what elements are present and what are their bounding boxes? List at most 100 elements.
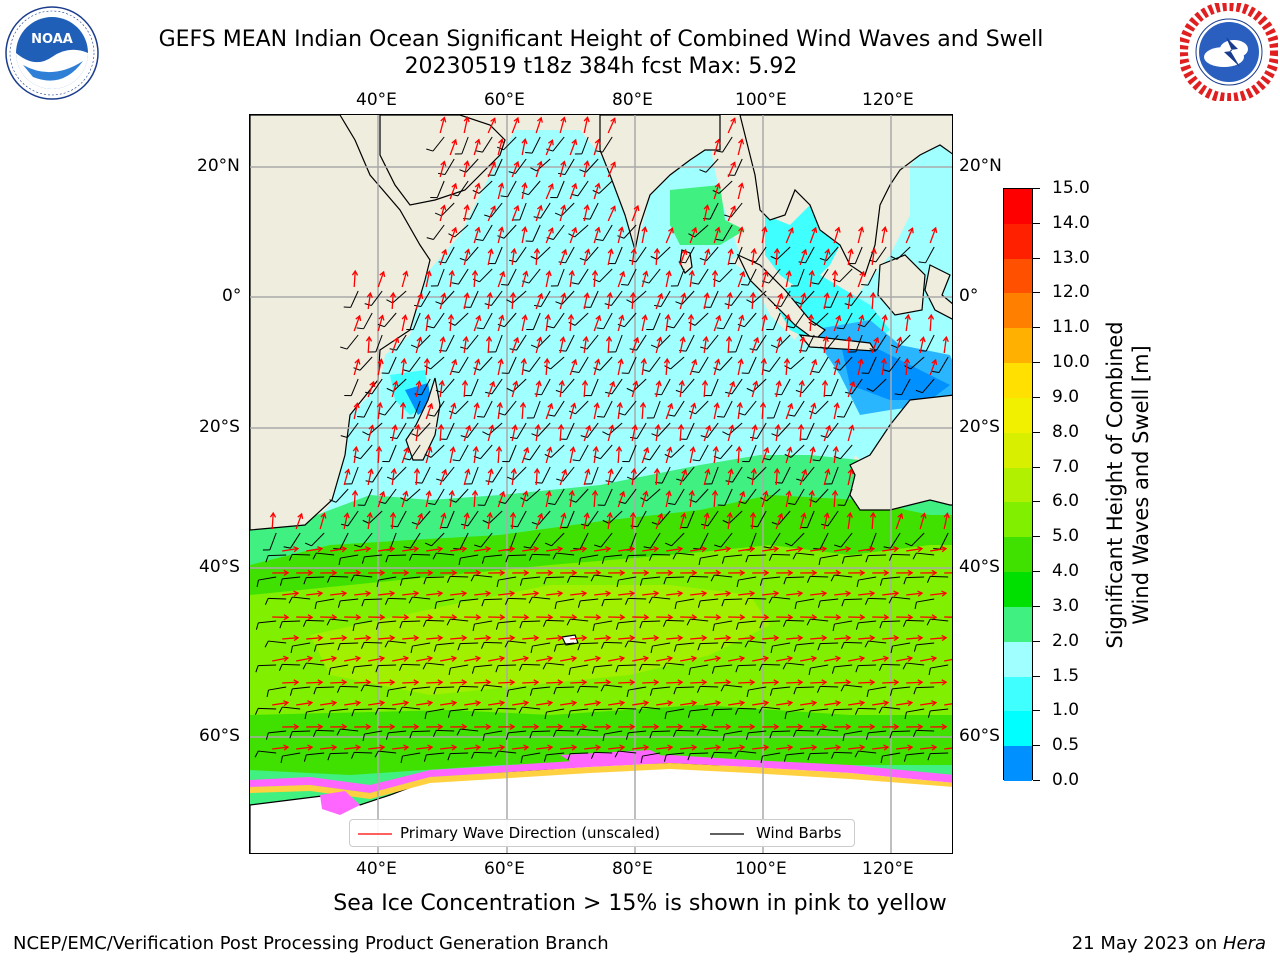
wind-barb-flag <box>278 664 283 671</box>
wave-direction-arrow <box>593 403 599 420</box>
wave-direction-arrow <box>569 359 577 376</box>
wind-barb-flag <box>506 689 509 698</box>
wind-barb-flag <box>806 618 811 626</box>
wind-barb <box>772 642 791 647</box>
wind-barb <box>556 686 575 689</box>
colorbar-tick-mark <box>1033 292 1040 294</box>
wave-direction-arrow <box>487 118 496 134</box>
wave-direction-arrow <box>392 701 409 706</box>
wind-barb <box>474 574 493 578</box>
wave-direction-arrow <box>559 249 567 266</box>
wind-barb-flag <box>504 598 509 605</box>
wave-direction-arrow <box>689 403 696 420</box>
wave-arrow-head <box>715 614 722 621</box>
wind-barb-flag <box>741 283 749 286</box>
wave-direction-arrow <box>714 547 731 552</box>
wind-barb-flag <box>471 709 475 717</box>
wave-arrow-head <box>728 424 735 431</box>
map-panel[interactable]: Primary Wave Direction (unscaled) Wind B… <box>249 114 953 854</box>
wave-arrow-head <box>619 744 626 751</box>
wave-arrow-head <box>701 590 708 597</box>
wind-barb <box>650 532 661 549</box>
wind-barb <box>666 619 685 622</box>
wave-direction-arrow <box>488 746 505 750</box>
wave-arrow-head <box>473 402 480 409</box>
wave-arrow-head <box>883 744 890 751</box>
wind-barb-flag <box>926 618 931 626</box>
wave-arrow-head <box>317 546 324 553</box>
wind-barb-flag <box>266 689 269 698</box>
wind-barb <box>258 707 277 710</box>
wind-barb <box>724 730 743 735</box>
wave-direction-arrow <box>488 657 505 662</box>
wind-barb-flag <box>596 327 604 330</box>
wave-arrow-head <box>523 744 530 751</box>
wave-direction-arrow <box>536 701 553 706</box>
wind-barb <box>770 532 781 549</box>
wind-barb <box>258 620 277 624</box>
wind-barb <box>666 576 685 579</box>
wind-barb-flag <box>568 233 575 238</box>
wind-barb <box>364 554 383 558</box>
wind-barb-flag <box>403 546 411 549</box>
wave-direction-arrow <box>282 592 299 596</box>
wind-barb-flag <box>662 620 667 627</box>
wind-barb-flag <box>484 303 492 306</box>
wind-barb <box>686 422 695 440</box>
wind-barb-flag <box>470 752 475 759</box>
wind-barb <box>611 290 623 306</box>
wind-barb <box>306 576 325 579</box>
wave-direction-arrow <box>473 139 480 156</box>
wave-direction-arrow <box>655 513 663 530</box>
wind-barb <box>916 729 935 732</box>
wave-direction-arrow <box>330 547 347 552</box>
wave-arrow-head <box>584 248 591 255</box>
wave-arrow-head <box>835 614 842 621</box>
wave-arrow-head <box>427 569 434 576</box>
wave-arrow-head <box>681 468 688 475</box>
wave-arrow-head <box>495 445 503 452</box>
wave-arrow-head <box>704 248 711 255</box>
wind-barb-flag <box>460 435 468 438</box>
wind-barb <box>714 708 733 711</box>
wind-barb <box>671 532 685 547</box>
wave-direction-arrow <box>449 314 452 332</box>
wave-arrow-head <box>917 723 924 730</box>
wind-barb <box>769 444 781 461</box>
wave-direction-arrow <box>761 227 766 244</box>
wave-arrow-head <box>702 335 709 343</box>
wave-arrow-head <box>330 655 338 662</box>
wind-barb <box>553 312 565 329</box>
wind-barb-flag <box>567 753 571 761</box>
wave-direction-arrow <box>545 315 550 332</box>
wave-arrow-head <box>787 744 794 751</box>
wave-direction-arrow <box>737 315 744 332</box>
wind-barb <box>628 730 647 734</box>
wind-barb <box>574 224 589 238</box>
wave-direction-arrow <box>559 513 566 530</box>
wind-barb <box>772 312 781 330</box>
wave-arrow-head <box>653 590 660 597</box>
wind-barb <box>445 246 455 264</box>
wave-arrow-head <box>903 357 911 364</box>
wave-arrow-head <box>417 292 424 299</box>
wind-barb-flag <box>787 325 795 329</box>
wind-barb-flag <box>787 414 795 417</box>
wind-barb <box>690 708 709 712</box>
wind-barb <box>282 752 301 757</box>
wind-barb-flag <box>576 728 581 736</box>
wave-direction-arrow <box>569 271 574 288</box>
wind-barb-flag <box>734 708 739 715</box>
wind-barb <box>700 554 719 559</box>
wind-barb-flag <box>312 552 317 560</box>
wave-arrow-head <box>763 744 770 751</box>
wave-arrow-head <box>475 700 482 707</box>
wind-barb <box>396 334 407 351</box>
wind-barb-flag <box>650 645 653 654</box>
colorbar-segment <box>1004 746 1032 782</box>
wind-barb-flag <box>357 415 365 418</box>
wave-direction-arrow <box>727 336 730 354</box>
wind-barb-flag <box>329 499 337 503</box>
wave-direction-arrow <box>872 746 889 750</box>
wave-arrow-head <box>773 467 781 474</box>
